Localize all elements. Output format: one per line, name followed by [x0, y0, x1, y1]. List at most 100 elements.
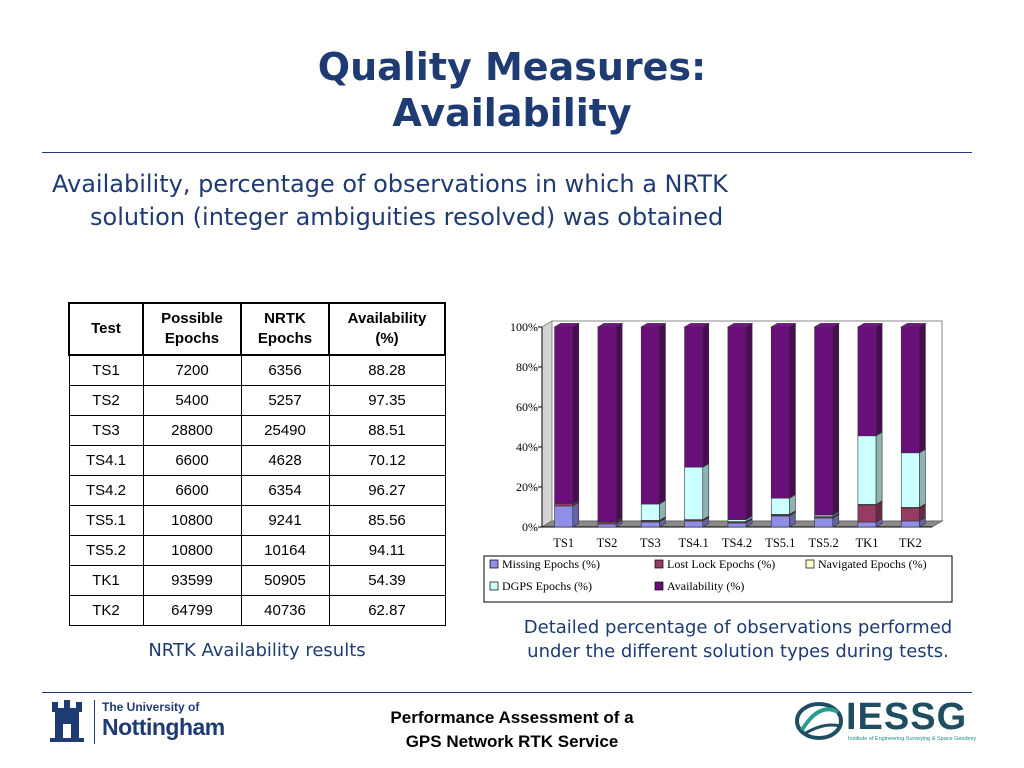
table-row: TK1 93599 50905 54.39: [68, 565, 446, 596]
bar-top: [813, 323, 840, 328]
bar-segment-side: [919, 448, 926, 508]
chart-caption: Detailed percentage of observations perf…: [490, 616, 986, 664]
iessg-wordmark: IESSG: [846, 696, 968, 738]
bar-segment-side: [789, 322, 796, 499]
y-tick-label: 80%: [516, 360, 538, 374]
cell-possible: 64799: [142, 595, 242, 626]
bar-group-TS4.1: [683, 322, 710, 528]
header-possible-epochs: Possible Epochs: [142, 302, 242, 356]
bar-segment: [684, 466, 704, 520]
cell-availability: 88.51: [328, 415, 446, 446]
cell-nrtk: 40736: [240, 595, 330, 626]
table-row: TS5.2 10800 10164 94.11: [68, 535, 446, 566]
x-tick-label: TS1: [553, 536, 574, 550]
cell-possible: 28800: [142, 415, 242, 446]
bar-segment-side: [572, 501, 580, 528]
legend-swatch: [654, 559, 664, 569]
cell-possible: 7200: [142, 354, 242, 386]
bar-segment-side: [919, 322, 926, 454]
cell-availability: 97.35: [328, 385, 446, 416]
table-header-row: Test Possible Epochs NRTK Epochs Availabil…: [68, 302, 446, 356]
bar-segment: [857, 435, 877, 505]
subtitle-line1: Availability, percentage of observations…: [52, 170, 728, 198]
bar-segment-side: [745, 322, 753, 521]
bar-segment: [684, 520, 704, 528]
bar-top: [683, 323, 710, 328]
cell-nrtk: 25490: [240, 415, 330, 446]
bar-segment: [640, 521, 660, 528]
bar-segment: [770, 515, 790, 528]
table-row: TS1 7200 6356 88.28: [68, 354, 446, 386]
bar-segment: [857, 521, 877, 528]
bar-segment: [814, 517, 834, 528]
x-tick-label: TK1: [856, 536, 879, 550]
table-row: TK2 64799 40736 62.87: [68, 595, 446, 626]
cell-availability: 88.28: [328, 354, 446, 386]
bar-group-TK1: [856, 322, 884, 528]
title-divider: [42, 152, 972, 153]
cell-availability: 94.11: [328, 535, 446, 566]
bar-segment: [684, 326, 704, 468]
bar-segment-side: [572, 322, 580, 505]
bar-segment-side: [702, 322, 710, 468]
x-tick-label: TS4.1: [679, 536, 709, 550]
bar-top: [900, 323, 927, 328]
bar-segment: [554, 326, 574, 504]
university-name: Nottingham: [102, 714, 225, 740]
x-tick-label: TS5.1: [765, 536, 795, 550]
cell-test: TS1: [68, 354, 144, 386]
table-row: TS2 5400 5257 97.35: [68, 385, 446, 416]
legend-label: DGPS Epochs (%): [502, 579, 592, 593]
cell-nrtk: 50905: [240, 565, 330, 596]
cell-possible: 10800: [142, 535, 242, 566]
slide-title-line2: Availability: [392, 91, 632, 135]
bar-segment-side: [832, 322, 840, 516]
y-tick-label: 60%: [516, 400, 538, 414]
bar-segment-side: [659, 322, 666, 505]
x-tick-label: TS5.2: [809, 536, 839, 550]
bar-group-TS1: [553, 322, 580, 528]
legend-label: Availability (%): [667, 579, 744, 593]
logo-divider: [94, 700, 95, 744]
subtitle-line2: solution (integer ambiguities resolved) …: [90, 203, 724, 231]
bar-segment: [857, 326, 877, 437]
cell-nrtk: 10164: [240, 535, 330, 566]
chart-side-wall: [541, 320, 553, 528]
cell-nrtk: 5257: [240, 385, 330, 416]
legend-swatch: [805, 559, 815, 569]
legend-swatch: [489, 559, 499, 569]
bar-segment: [900, 507, 920, 522]
bar-segment-side: [702, 463, 710, 521]
bar-segment: [770, 497, 790, 515]
legend-label: Lost Lock Epochs (%): [667, 557, 775, 571]
legend-swatch: [654, 581, 664, 591]
cell-possible: 10800: [142, 505, 242, 536]
cell-possible: 6600: [142, 445, 242, 476]
slide-title: Quality Measures: Availability: [0, 44, 1024, 136]
university-logo: The University of Nottingham: [50, 698, 230, 748]
cell-test: TS5.1: [68, 505, 144, 536]
bar-segment: [727, 326, 747, 520]
cell-availability: 62.87: [328, 595, 446, 626]
bar-segment: [597, 326, 617, 522]
footer-title-line2: GPS Network RTK Service: [405, 732, 619, 751]
bar-group-TS5.2: [813, 322, 840, 528]
bar-top: [770, 323, 797, 328]
bar-group-TS4.2: [726, 322, 754, 528]
bar-segment: [554, 503, 574, 507]
cell-possible: 6600: [142, 475, 242, 506]
slide-title-line1: Quality Measures:: [317, 45, 707, 89]
cell-test: TS2: [68, 385, 144, 416]
y-tick-label: 20%: [516, 480, 538, 494]
bar-group-TS2: [596, 322, 624, 528]
bar-group-TK2: [900, 322, 927, 528]
footer-title: Performance Assessment of a GPS Network …: [352, 706, 672, 754]
bar-top: [596, 323, 624, 328]
bar-segment: [727, 522, 747, 528]
y-tick-label: 100%: [510, 320, 538, 334]
legend-label: Navigated Epochs (%): [818, 557, 927, 571]
table-row: TS5.1 10800 9241 85.56: [68, 505, 446, 536]
bar-top: [856, 323, 884, 328]
cell-test: TS4.2: [68, 475, 144, 506]
stacked-bar-chart: 0% 20% 40% 60% 80% 100% TS1 TS2 TS3 TS4.1 TS4.2 TS5…: [483, 320, 953, 603]
